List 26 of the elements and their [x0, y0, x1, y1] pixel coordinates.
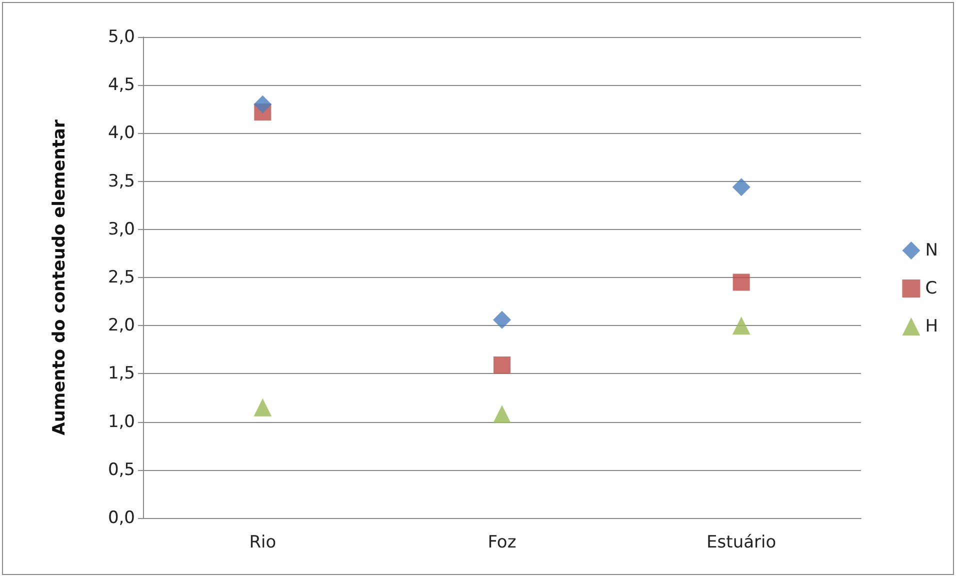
point — [254, 398, 272, 416]
y-tick-label: 4,5 — [108, 75, 135, 96]
x-tick-label: Rio — [249, 532, 276, 552]
point — [254, 95, 272, 114]
point — [493, 310, 511, 329]
point — [494, 356, 510, 374]
y-tick-label: 3,0 — [108, 219, 135, 240]
y-tick-label: 2,5 — [108, 268, 135, 288]
legend-label: H — [925, 316, 938, 336]
legend-label: C — [925, 278, 938, 298]
y-tick-label: 1,5 — [108, 364, 135, 384]
y-tick-label: 5,0 — [108, 27, 135, 47]
y-tick-label: 0,0 — [108, 508, 135, 528]
y-axis-title: Aumento do conteudo elementar — [50, 119, 70, 436]
y-tick-label: 4,0 — [108, 123, 135, 144]
y-tick-label: 3,5 — [108, 171, 135, 192]
point — [732, 316, 750, 335]
point — [493, 405, 511, 424]
y-tick-label: 2,0 — [108, 316, 135, 336]
y-tick-label: 1,0 — [108, 412, 135, 432]
point — [732, 274, 750, 291]
legend-label: N — [925, 240, 938, 260]
y-tick-label: 0,5 — [108, 460, 135, 480]
point — [732, 178, 750, 196]
x-tick-label: Foz — [488, 532, 516, 552]
x-tick-label: Estuário — [706, 532, 776, 552]
